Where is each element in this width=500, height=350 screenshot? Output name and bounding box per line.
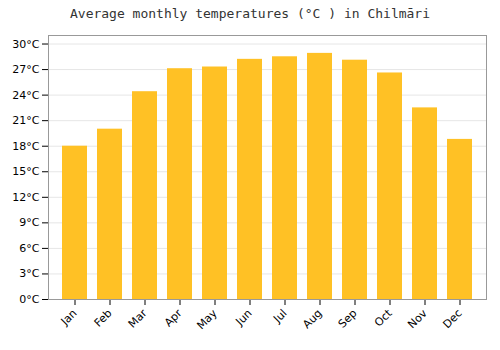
svg-text:Jul: Jul: [270, 307, 289, 326]
svg-text:Jan: Jan: [58, 307, 80, 329]
svg-text:Jun: Jun: [233, 307, 255, 329]
svg-text:3°C: 3°C: [19, 267, 39, 280]
svg-text:15°C: 15°C: [12, 165, 39, 178]
svg-text:30°C: 30°C: [12, 38, 39, 51]
svg-text:Apr: Apr: [162, 306, 185, 329]
svg-text:Oct: Oct: [372, 306, 395, 329]
svg-text:Aug: Aug: [300, 307, 324, 331]
svg-text:0°C: 0°C: [19, 293, 39, 306]
svg-text:18°C: 18°C: [12, 140, 39, 153]
svg-text:May: May: [194, 306, 220, 332]
html-text:Average monthly temperatures (: Average monthly temperatures (°C ) in Ch…: [70, 6, 430, 21]
svg-text:Feb: Feb: [92, 307, 115, 330]
svg-text:21°C: 21°C: [12, 114, 39, 127]
svg-text:Mar: Mar: [126, 306, 150, 330]
svg-text:Dec: Dec: [440, 307, 464, 331]
svg-text:12°C: 12°C: [12, 191, 39, 204]
svg-text:24°C: 24°C: [12, 89, 39, 102]
svg-text:9°C: 9°C: [19, 216, 39, 229]
svg-text:Sep: Sep: [336, 307, 360, 331]
svg-text:27°C: 27°C: [12, 63, 39, 76]
svg-text:Nov: Nov: [405, 306, 430, 331]
svg-text:6°C: 6°C: [19, 242, 39, 255]
